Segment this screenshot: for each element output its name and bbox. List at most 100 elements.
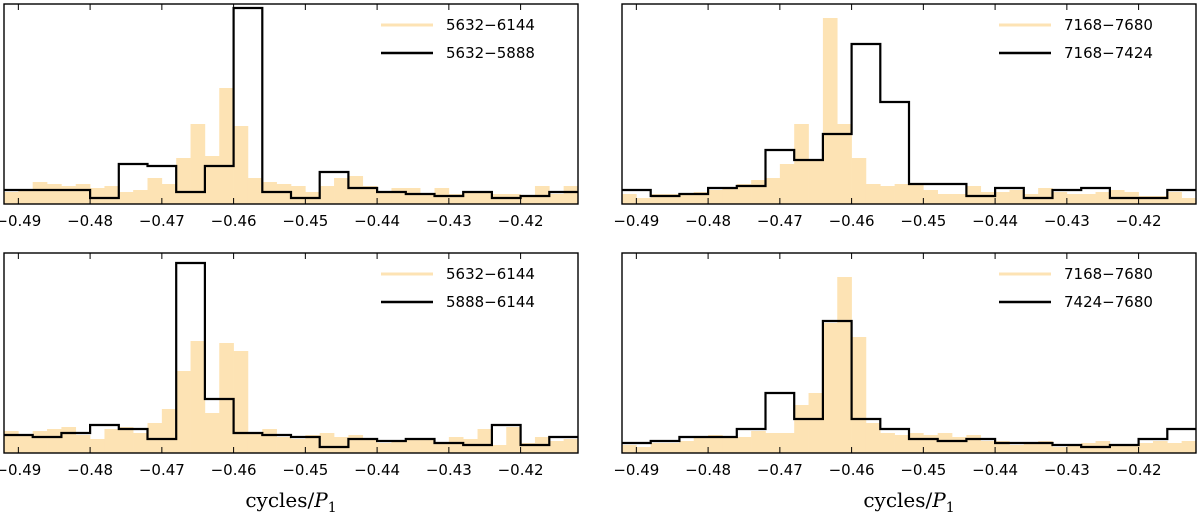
filled-bar — [247, 433, 263, 453]
filled-bar — [909, 184, 924, 204]
filled-bar — [362, 439, 378, 453]
filled-bar — [865, 423, 881, 453]
filled-bar — [952, 437, 967, 453]
panel-top-left: −0.49 −0.48 −0.47 −0.46 −0.45 −0.44 −0.43 −0.42… — [0, 3, 579, 230]
filled-bar — [491, 445, 507, 453]
filled-bar — [477, 192, 493, 204]
filled-bar — [808, 160, 824, 204]
filled-bar — [391, 188, 407, 204]
x-tick-label: −0.46 — [829, 461, 875, 479]
filled-bar — [334, 178, 349, 204]
filled-bar — [61, 186, 77, 204]
x-tick-label: −0.48 — [685, 212, 731, 230]
filled-bar — [679, 441, 695, 453]
filled-bar — [636, 198, 651, 204]
legend: 7168−7680 7168−7424 — [999, 16, 1153, 62]
x-tick-label: −0.43 — [426, 212, 472, 230]
filled-bar — [1066, 194, 1082, 204]
panel-bottom-right: −0.49 −0.48 −0.47 −0.46 −0.45 −0.44 −0.43 −0.42… — [613, 252, 1197, 516]
filled-bar — [176, 371, 191, 453]
filled-bar — [176, 158, 191, 204]
step-series — [4, 6, 578, 200]
filled-bar — [1152, 196, 1168, 204]
filled-bar — [779, 433, 795, 453]
filled-bar — [420, 439, 435, 453]
x-tick-label: −0.47 — [139, 461, 185, 479]
filled-bar — [319, 433, 335, 453]
filled-bar — [4, 192, 19, 204]
filled-bar — [837, 277, 852, 453]
filled-bar — [362, 186, 378, 204]
filled-bar — [32, 431, 48, 453]
filled-bar — [865, 184, 881, 204]
filled-bar — [636, 447, 651, 453]
filled-bar — [880, 186, 895, 204]
legend: 5632−6144 5888−6144 — [381, 265, 535, 311]
filled-bar — [722, 188, 738, 204]
filled-bar — [463, 192, 478, 204]
filled-bar — [980, 192, 996, 204]
legend-label: 7168−7424 — [1064, 44, 1153, 62]
x-tick-label: −0.46 — [211, 212, 257, 230]
step-series — [4, 261, 578, 449]
x-tick-label: −0.42 — [498, 212, 544, 230]
filled-bar — [708, 190, 723, 204]
filled-bar — [1038, 188, 1053, 204]
filled-bar — [622, 194, 637, 204]
filled-bar — [75, 184, 91, 204]
filled-bar — [233, 126, 249, 204]
filled-bar — [722, 437, 738, 453]
filled-bar — [190, 124, 206, 204]
x-tick-label: −0.49 — [613, 461, 659, 479]
filled-bar — [4, 431, 19, 453]
filled-bar — [851, 158, 867, 204]
filled-bar — [665, 194, 680, 204]
filled-bar — [47, 184, 62, 204]
filled-bar — [822, 18, 838, 204]
filled-bar — [1052, 447, 1068, 453]
filled-bar — [995, 192, 1010, 204]
filled-bar — [966, 435, 982, 453]
filled-bar — [1181, 198, 1196, 204]
filled-bar — [952, 194, 967, 204]
filled-bar — [1052, 192, 1068, 204]
filled-bar — [477, 429, 493, 453]
x-tick-label: −0.44 — [972, 212, 1018, 230]
x-tick-label: −0.48 — [685, 461, 731, 479]
filled-bar — [319, 186, 335, 204]
filled-bar — [405, 188, 421, 204]
x-tick-label: −0.49 — [0, 461, 41, 479]
x-tick-label: −0.44 — [354, 461, 400, 479]
filled-bar — [305, 435, 320, 453]
x-tick-label: −0.47 — [139, 212, 185, 230]
filled-bar — [1181, 441, 1196, 453]
filled-bar — [765, 178, 781, 204]
filled-bar — [161, 184, 177, 204]
filled-bar — [90, 439, 105, 453]
filled-bar — [679, 194, 695, 204]
filled-bar — [262, 429, 277, 453]
filled-bar — [751, 431, 766, 453]
filled-bar — [118, 427, 134, 453]
filled-bar — [204, 413, 220, 453]
filled-bar — [334, 437, 349, 453]
axes-frame — [621, 252, 1197, 454]
filled-bar — [434, 443, 450, 453]
x-axis-label: cycles/P1 — [245, 488, 336, 516]
filled-bar — [1138, 196, 1154, 204]
x-tick-label: −0.45 — [900, 212, 946, 230]
filled-bar — [276, 437, 292, 453]
filled-bar — [1167, 192, 1182, 204]
filled-bar — [751, 180, 766, 204]
filled-bar — [348, 176, 364, 204]
plot-area — [4, 261, 578, 453]
filled-bar — [794, 124, 809, 204]
filled-bar — [18, 435, 33, 453]
legend-label: 5632−6144 — [446, 16, 535, 34]
filled-bar — [1066, 445, 1082, 453]
x-tick-label: −0.42 — [1116, 461, 1162, 479]
filled-bar — [104, 186, 120, 204]
filled-bar — [420, 194, 435, 204]
legend-label: 5888−6144 — [446, 293, 535, 311]
x-tick-label: −0.48 — [67, 461, 113, 479]
